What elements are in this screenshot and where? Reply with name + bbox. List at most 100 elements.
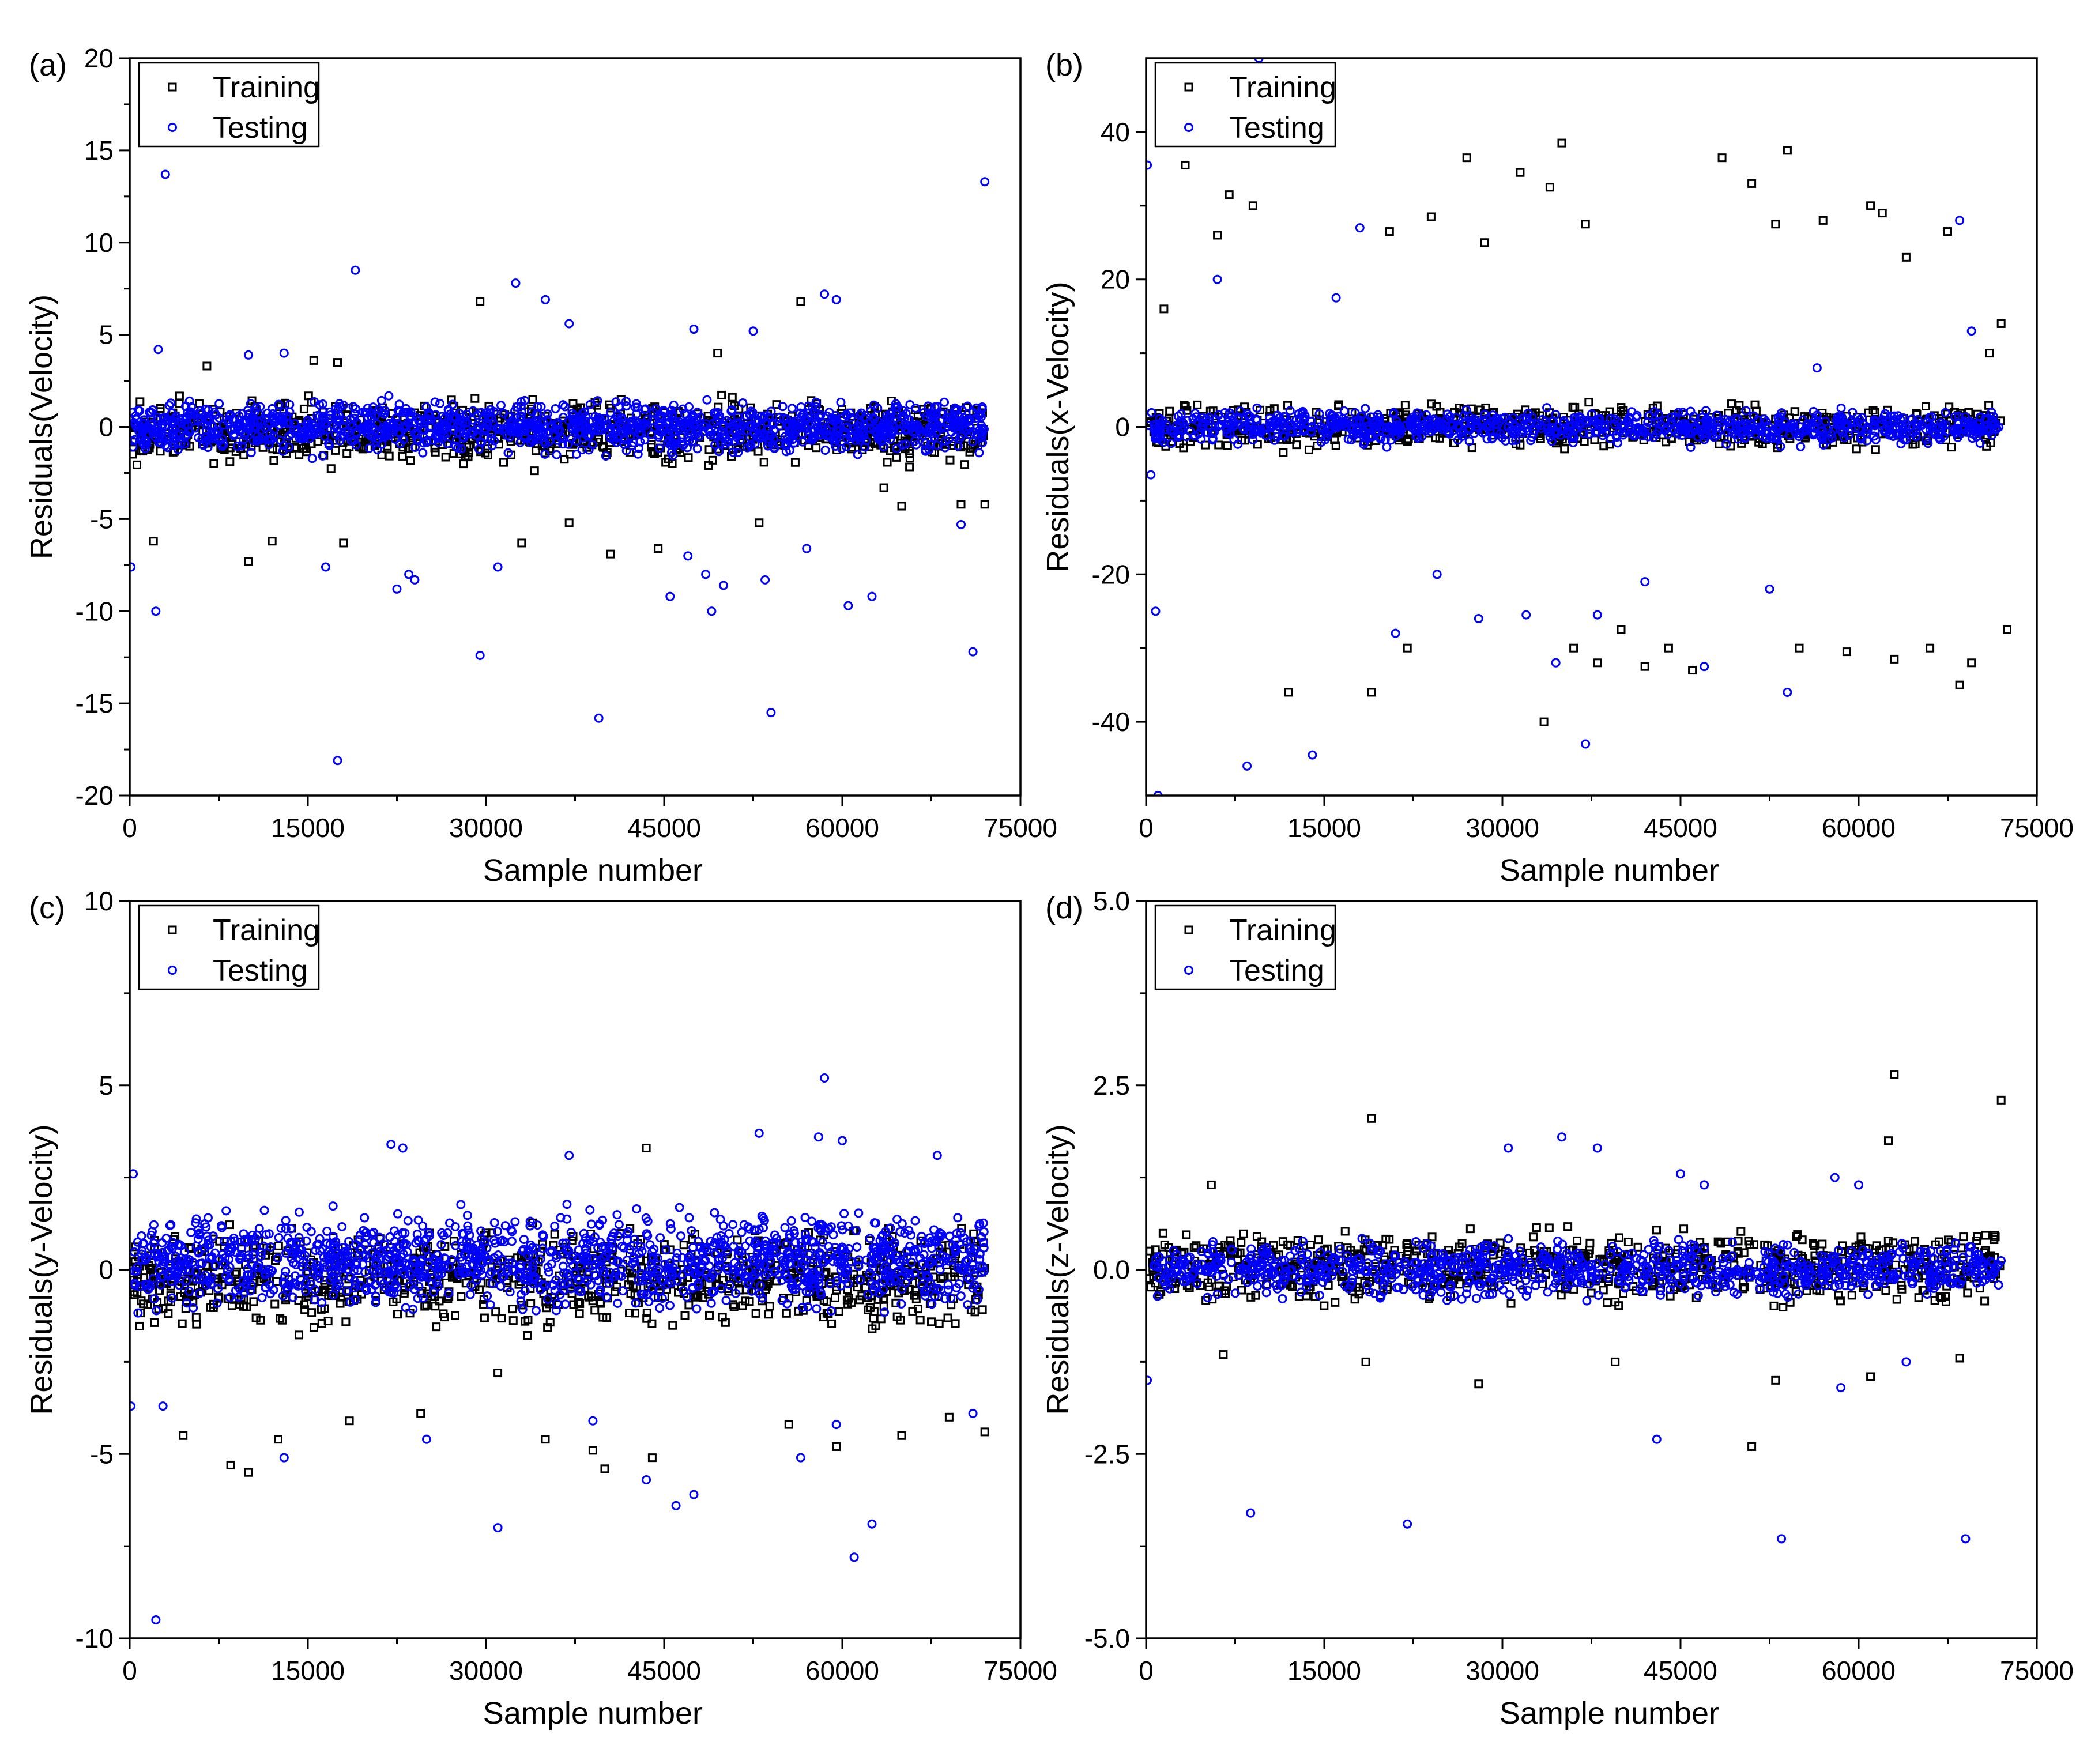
data-point [318, 399, 327, 409]
data-point [1697, 425, 1706, 435]
data-point [332, 424, 342, 434]
data-point [398, 451, 407, 461]
data-point [503, 448, 513, 458]
data-point [940, 423, 950, 433]
data-point [333, 756, 342, 766]
data-point [1480, 238, 1489, 247]
data-point [319, 414, 329, 424]
data-point [268, 537, 277, 546]
x-tick-label: 30000 [449, 813, 523, 843]
data-point [279, 407, 289, 417]
data-point [947, 415, 956, 425]
data-point [567, 409, 577, 419]
data-point [945, 455, 955, 465]
data-point [251, 1313, 261, 1322]
data-point [360, 422, 370, 432]
data-point [787, 404, 797, 413]
data-point [626, 1290, 635, 1299]
data-point [1269, 435, 1279, 445]
data-point [1487, 433, 1497, 443]
data-points [1146, 58, 2011, 796]
data-point [952, 420, 962, 430]
data-point [389, 417, 398, 427]
data-point [345, 1416, 354, 1426]
data-point [760, 575, 770, 585]
data-point [1557, 138, 1566, 148]
data-point [244, 1468, 253, 1477]
data-point [547, 423, 557, 432]
data-point [610, 424, 620, 434]
data-point [1424, 415, 1434, 425]
data-point [508, 1316, 518, 1325]
data-point [481, 448, 490, 458]
y-tick-label: 15 [84, 135, 114, 165]
data-point [977, 423, 987, 433]
legend-box [1154, 62, 1336, 148]
data-point [1461, 405, 1471, 415]
x-tick-label: 0 [122, 813, 137, 843]
data-point [388, 421, 398, 431]
data-point [457, 1292, 466, 1301]
data-point [1617, 625, 1626, 634]
data-point [461, 1279, 470, 1288]
data-point [593, 396, 602, 406]
data-point [853, 1283, 862, 1292]
data-point [1390, 427, 1400, 436]
data-point [1856, 434, 1866, 444]
data-point [1166, 439, 1176, 448]
data-point [1401, 421, 1411, 431]
data-point [428, 435, 438, 445]
data-point [533, 423, 543, 433]
data-point [764, 437, 774, 447]
data-point [270, 1299, 280, 1309]
data-point [764, 1310, 773, 1319]
data-point [508, 1305, 517, 1314]
data-point [745, 410, 755, 420]
data-point [1225, 408, 1234, 418]
data-point [237, 441, 247, 451]
data-point [1160, 425, 1170, 435]
data-point [913, 421, 922, 431]
data-point [921, 439, 930, 448]
data-point [932, 440, 942, 450]
data-point [352, 429, 361, 439]
data-point [1429, 414, 1439, 424]
x-tick-label: 45000 [627, 813, 701, 843]
data-point [1176, 409, 1186, 419]
data-point [1492, 425, 1502, 435]
x-tick-label: 60000 [1822, 813, 1896, 843]
data-point [1897, 420, 1907, 430]
data-point [1790, 407, 1799, 416]
data-point [842, 434, 852, 443]
data-point [379, 427, 389, 436]
data-point [135, 397, 145, 406]
data-point [517, 397, 526, 407]
data-point [334, 410, 344, 420]
data-point [598, 1313, 608, 1322]
data-point [1698, 429, 1708, 439]
data-point [256, 425, 266, 435]
data-point [1734, 414, 1743, 424]
data-point [665, 1245, 675, 1254]
data-point [1701, 416, 1711, 426]
x-tick-label: 45000 [1644, 813, 1717, 843]
data-point [150, 432, 160, 442]
data-point [202, 361, 212, 371]
data-point [902, 420, 912, 430]
data-point [980, 177, 990, 187]
data-point [516, 412, 526, 421]
data-point [1456, 428, 1466, 438]
data-point [710, 440, 720, 450]
data-point [541, 1435, 550, 1444]
data-point [564, 319, 574, 329]
data-point [1985, 349, 1994, 358]
data-point [936, 1274, 945, 1283]
data-point [1248, 435, 1258, 444]
data-point [1941, 408, 1950, 417]
data-point [665, 591, 675, 601]
data-point [1432, 570, 1442, 579]
data-point [1306, 427, 1316, 437]
data-point [432, 1322, 441, 1332]
